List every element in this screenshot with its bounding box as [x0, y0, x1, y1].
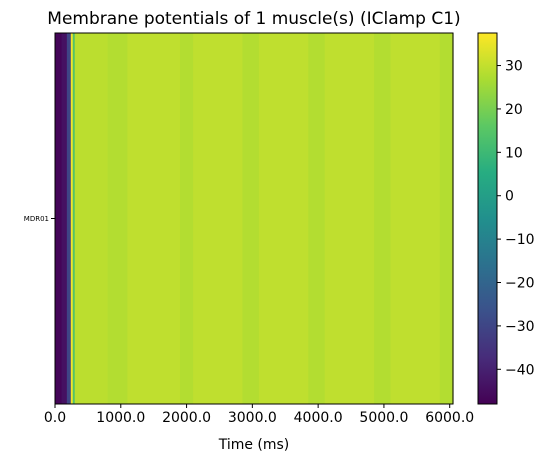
colorbar-axis: −40 −30 −20 −10 0 10 20 30: [497, 59, 535, 378]
x-tick-label: 6000.0: [425, 410, 474, 426]
x-tick-label: 2000.0: [162, 410, 211, 426]
heatmap-cells: [55, 33, 454, 404]
x-tick-label: 0.0: [44, 410, 66, 426]
heatmap-cell: [374, 33, 392, 404]
heatmap-cell: [55, 33, 63, 404]
colorbar-tick-label: −20: [505, 276, 535, 292]
colorbar-tick-label: 30: [505, 59, 523, 75]
heatmap-cell: [70, 33, 74, 404]
x-tick-label: 1000.0: [96, 410, 145, 426]
x-axis-label: Time (ms): [218, 437, 290, 453]
heatmap-cell: [258, 33, 309, 404]
heatmap-cell: [390, 33, 441, 404]
y-axis: MDR01: [24, 215, 55, 223]
heatmap-cell: [308, 33, 326, 404]
chart-title: Membrane potentials of 1 muscle(s) (ICla…: [47, 9, 460, 29]
heatmap-cell: [179, 33, 194, 404]
heatmap-cell: [66, 33, 72, 404]
heatmap-cell: [72, 33, 76, 404]
heatmap-cell: [61, 33, 68, 404]
heatmap-cell: [242, 33, 260, 404]
heatmap-cell: [324, 33, 375, 404]
colorbar-tick-label: −10: [505, 232, 535, 248]
heatmap-cell: [74, 33, 109, 404]
x-tick-label: 4000.0: [294, 410, 343, 426]
heatmap-cell: [439, 33, 454, 404]
heatmap-cell: [193, 33, 244, 404]
colorbar-tick-label: 0: [505, 189, 514, 205]
colorbar: [477, 32, 498, 405]
colorbar-tick-label: −30: [505, 319, 535, 335]
x-tick-label: 5000.0: [359, 410, 408, 426]
colorbar-tick-label: 20: [505, 102, 523, 118]
row-label: MDR01: [24, 215, 49, 223]
x-axis: 0.0 1000.0 2000.0 3000.0 4000.0 5000.0 6000.0: [44, 404, 474, 426]
heatmap-cell: [107, 33, 128, 404]
x-tick-label: 3000.0: [228, 410, 277, 426]
colorbar-tick-label: 10: [505, 145, 523, 161]
heatmap-cell: [127, 33, 181, 404]
colorbar-tick-label: −40: [505, 362, 535, 378]
